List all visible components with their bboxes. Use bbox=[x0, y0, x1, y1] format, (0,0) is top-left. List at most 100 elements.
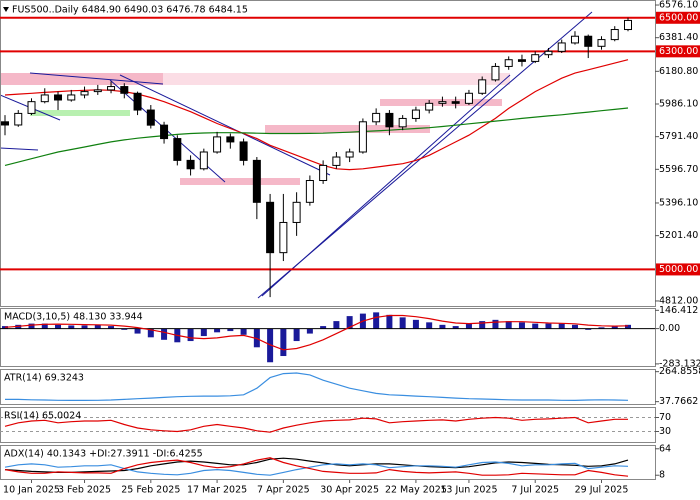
panel-title: ADX(14) 40.1343 +DI:27.3911 -DI:6.4255 bbox=[4, 449, 203, 460]
title-icon bbox=[3, 7, 9, 12]
candle-body bbox=[67, 94, 76, 101]
y-tick-label: 5201.40 bbox=[659, 230, 698, 241]
trendline bbox=[29, 72, 164, 85]
macd-bar bbox=[280, 328, 287, 357]
macd-bar bbox=[598, 327, 605, 329]
candle-body bbox=[1, 121, 9, 126]
x-tick-label: 13 Jun 2025 bbox=[440, 485, 497, 496]
macd-bar bbox=[439, 324, 446, 329]
macd-bar bbox=[41, 323, 48, 329]
candle-body bbox=[557, 42, 566, 52]
x-tick-label: 29 Jul 2025 bbox=[575, 485, 629, 496]
x-tick-label: 7 Jul 2025 bbox=[511, 485, 559, 496]
zones bbox=[0, 73, 510, 185]
candle-body bbox=[54, 94, 63, 101]
candle-body bbox=[438, 101, 447, 104]
candle-body bbox=[93, 89, 102, 93]
panel-title: ATR(14) 69.3243 bbox=[4, 373, 84, 384]
x-tick-label: 17 Mar 2025 bbox=[187, 485, 247, 496]
x-tick-label: 22 May 2025 bbox=[385, 485, 447, 496]
x-tick-label: 25 Feb 2025 bbox=[121, 485, 180, 496]
level-tag bbox=[656, 45, 700, 58]
y-tick-label: 264.8558 bbox=[659, 366, 700, 377]
candle-body bbox=[491, 65, 500, 81]
candle-body bbox=[213, 136, 222, 153]
y-tick-label: 5791.40 bbox=[659, 131, 698, 142]
candle-body bbox=[464, 92, 473, 104]
y-tick-label: -283.132 bbox=[659, 358, 700, 369]
trendline bbox=[261, 74, 511, 297]
y-tick-label: 146.412 bbox=[659, 305, 698, 316]
panel-frame bbox=[0, 369, 656, 405]
y-tick-label: 64 bbox=[659, 443, 671, 454]
indicator-line bbox=[4, 314, 629, 351]
x-tick-label: 3 Feb 2025 bbox=[58, 485, 111, 496]
macd-bar bbox=[227, 328, 234, 332]
zone bbox=[163, 73, 510, 85]
x-tick-label: 30 Apr 2025 bbox=[320, 485, 379, 496]
indicator-line bbox=[4, 457, 629, 477]
trendline bbox=[0, 147, 39, 151]
macd-bar bbox=[55, 324, 62, 329]
y-tick-label: 30 bbox=[659, 426, 671, 437]
y-tick-label: 37.7662 bbox=[659, 396, 698, 407]
macd-bar bbox=[81, 325, 88, 329]
macd-bar bbox=[333, 321, 340, 329]
macd-bar bbox=[465, 323, 472, 329]
candle-body bbox=[305, 180, 314, 203]
y-tick-label: 6381.40 bbox=[659, 32, 698, 43]
y-tick-label: 5396.10 bbox=[659, 197, 698, 208]
macd-bar bbox=[545, 323, 552, 329]
candle-body bbox=[531, 54, 540, 62]
macd-bar bbox=[373, 312, 380, 329]
level-label: 6500.00 bbox=[659, 12, 698, 23]
y-tick-label: 70 bbox=[659, 412, 671, 423]
zone bbox=[180, 178, 300, 185]
candle-body bbox=[451, 101, 460, 104]
macd-bar bbox=[306, 328, 313, 334]
macd-bar bbox=[412, 319, 419, 329]
macd-bar bbox=[94, 324, 101, 329]
macd-bar bbox=[611, 326, 618, 329]
candle-body bbox=[239, 141, 248, 161]
candle-body bbox=[358, 121, 367, 153]
panel-frame bbox=[0, 445, 656, 480]
panel-frame bbox=[0, 308, 656, 367]
zone bbox=[0, 73, 163, 85]
panel-frame bbox=[0, 407, 656, 443]
level-label: 6300.00 bbox=[659, 46, 698, 57]
macd-bar bbox=[187, 328, 194, 342]
macd-bar bbox=[479, 321, 486, 329]
y-tick-label: 5596.70 bbox=[659, 164, 698, 175]
x-tick-label: 10 Jan 2025 bbox=[3, 485, 60, 496]
macd-bar bbox=[240, 328, 247, 335]
level-label: 5000.00 bbox=[659, 264, 698, 275]
candle-body bbox=[120, 86, 129, 94]
indicator-line bbox=[4, 457, 629, 473]
candle-body bbox=[252, 159, 261, 203]
candle-body bbox=[40, 94, 49, 103]
panel-frame bbox=[0, 0, 656, 307]
candle-body bbox=[279, 221, 288, 254]
candle-body bbox=[345, 151, 354, 158]
macd-bar bbox=[253, 328, 260, 348]
candle-body bbox=[107, 86, 116, 91]
candle-body bbox=[398, 117, 407, 128]
macd-bar bbox=[68, 325, 75, 329]
macd-bar bbox=[399, 317, 406, 329]
indicator-line bbox=[4, 416, 628, 433]
macd-bar bbox=[585, 328, 592, 330]
level-tag bbox=[656, 11, 700, 24]
y-tick-label: 8 bbox=[659, 470, 665, 481]
indicator-line bbox=[5, 372, 629, 402]
candle-body bbox=[385, 112, 394, 128]
macd-bar bbox=[320, 326, 327, 329]
candle-body bbox=[292, 201, 301, 223]
macd-bar bbox=[108, 326, 115, 329]
candle-body bbox=[411, 109, 420, 119]
panel-title: RSI(14) 65.0024 bbox=[4, 411, 81, 422]
macd-bar bbox=[505, 321, 512, 329]
macd-bar bbox=[28, 323, 35, 329]
indicator-line bbox=[4, 107, 629, 166]
